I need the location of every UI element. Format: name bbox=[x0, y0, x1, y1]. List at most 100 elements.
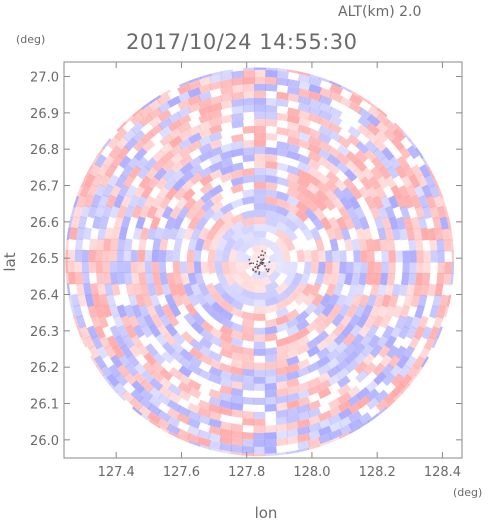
velocity-cell-negative bbox=[315, 330, 330, 344]
velocity-cell-positive bbox=[286, 128, 301, 139]
velocity-cell-positive bbox=[275, 198, 290, 210]
velocity-cell-positive bbox=[296, 358, 311, 370]
velocity-cell-positive bbox=[230, 366, 244, 376]
velocity-cell-negative bbox=[144, 261, 153, 274]
velocity-cell-negative bbox=[147, 226, 157, 241]
y-tick-label: 26.0 bbox=[30, 434, 59, 449]
velocity-cell-positive bbox=[231, 84, 244, 94]
velocity-cell-positive bbox=[107, 135, 121, 150]
velocity-cell-negative bbox=[114, 174, 127, 189]
velocity-cell-negative bbox=[381, 261, 389, 274]
velocity-cell-negative bbox=[366, 324, 379, 339]
velocity-cell-positive bbox=[394, 165, 408, 179]
velocity-cell-positive bbox=[158, 376, 173, 390]
center-speckle-dot bbox=[268, 261, 271, 263]
velocity-cell-positive bbox=[418, 346, 431, 361]
velocity-cell-negative bbox=[190, 226, 202, 241]
velocity-cell-negative bbox=[265, 217, 279, 228]
velocity-cell-positive bbox=[138, 405, 152, 418]
velocity-cell-positive bbox=[286, 179, 301, 191]
velocity-cell-negative bbox=[123, 304, 135, 318]
velocity-cell-positive bbox=[264, 361, 278, 370]
velocity-cell-negative bbox=[395, 315, 407, 330]
velocity-cell-negative bbox=[318, 425, 332, 437]
velocity-cell-positive bbox=[329, 272, 339, 286]
velocity-cell-positive bbox=[154, 205, 166, 220]
velocity-cell-positive bbox=[379, 238, 389, 252]
velocity-cell-positive bbox=[253, 362, 266, 370]
velocity-cell-negative bbox=[178, 365, 193, 378]
velocity-cell-positive bbox=[297, 109, 312, 121]
velocity-cell-negative bbox=[377, 205, 389, 220]
velocity-cell-negative bbox=[122, 334, 135, 349]
velocity-cell-positive bbox=[417, 315, 429, 330]
velocity-cell-positive bbox=[185, 206, 198, 221]
velocity-cell-positive bbox=[297, 88, 312, 99]
velocity-cell-negative bbox=[319, 293, 332, 308]
center-speckle-dot bbox=[262, 258, 265, 260]
velocity-cell-negative bbox=[87, 205, 98, 219]
velocity-cell-negative bbox=[264, 432, 277, 440]
velocity-cell-positive bbox=[173, 272, 183, 286]
velocity-cell-negative bbox=[152, 238, 162, 251]
velocity-cell-positive bbox=[308, 91, 322, 102]
velocity-cell-positive bbox=[306, 174, 321, 187]
velocity-cell-negative bbox=[230, 290, 244, 303]
radar-center-speckle bbox=[248, 250, 271, 275]
velocity-cell-negative bbox=[198, 345, 213, 358]
velocity-cell-negative bbox=[450, 272, 455, 286]
velocity-cell-negative bbox=[430, 250, 438, 263]
velocity-cell-positive bbox=[286, 435, 300, 445]
velocity-cell-positive bbox=[384, 227, 394, 241]
velocity-cell-positive bbox=[357, 124, 371, 137]
velocity-cell-negative bbox=[343, 272, 353, 286]
velocity-cell-negative bbox=[208, 366, 223, 378]
velocity-cell-positive bbox=[317, 156, 331, 169]
velocity-cell-negative bbox=[100, 364, 113, 379]
velocity-cell-negative bbox=[90, 194, 102, 208]
velocity-cell-negative bbox=[422, 205, 433, 220]
velocity-cell-positive bbox=[99, 293, 109, 308]
velocity-cell-negative bbox=[358, 216, 370, 230]
velocity-cell-positive bbox=[329, 303, 343, 318]
velocity-cell-positive bbox=[408, 336, 421, 350]
velocity-cell-negative bbox=[208, 418, 222, 429]
velocity-cell-positive bbox=[113, 215, 124, 230]
velocity-cell-positive bbox=[276, 126, 289, 136]
velocity-cell-negative bbox=[351, 272, 361, 286]
velocity-cell-negative bbox=[408, 272, 417, 286]
velocity-cell-positive bbox=[230, 169, 244, 180]
velocity-cell-negative bbox=[397, 364, 411, 379]
velocity-cell-positive bbox=[328, 216, 340, 231]
velocity-cell-negative bbox=[367, 114, 381, 128]
velocity-cell-positive bbox=[129, 397, 144, 411]
velocity-cell-positive bbox=[200, 261, 209, 275]
velocity-cell-negative bbox=[326, 365, 341, 378]
velocity-cell-negative bbox=[364, 139, 379, 154]
velocity-cell-negative bbox=[389, 364, 403, 378]
velocity-cell-positive bbox=[94, 304, 105, 318]
velocity-cell-negative bbox=[265, 210, 279, 220]
velocity-cell-negative bbox=[335, 293, 348, 308]
velocity-cell-negative bbox=[380, 156, 393, 171]
velocity-cell-negative bbox=[70, 293, 80, 307]
velocity-cell-positive bbox=[275, 281, 289, 295]
velocity-cell-negative bbox=[167, 383, 182, 396]
center-speckle-dot bbox=[252, 262, 255, 265]
velocity-cell-positive bbox=[187, 79, 202, 91]
velocity-cell-negative bbox=[198, 90, 212, 102]
velocity-cell-negative bbox=[187, 237, 198, 251]
velocity-cell-negative bbox=[253, 369, 266, 377]
velocity-cell-negative bbox=[198, 150, 213, 163]
velocity-cell-negative bbox=[123, 249, 132, 262]
velocity-cell-negative bbox=[275, 191, 290, 202]
velocity-cell-negative bbox=[398, 283, 408, 297]
velocity-cell-positive bbox=[141, 185, 154, 199]
velocity-cell-positive bbox=[252, 285, 267, 293]
velocity-cell-positive bbox=[197, 399, 212, 411]
velocity-cell-positive bbox=[372, 314, 384, 329]
velocity-cell-positive bbox=[395, 195, 407, 209]
velocity-cell-negative bbox=[286, 392, 300, 403]
velocity-cell-positive bbox=[384, 175, 397, 189]
velocity-cell-negative bbox=[341, 186, 355, 201]
